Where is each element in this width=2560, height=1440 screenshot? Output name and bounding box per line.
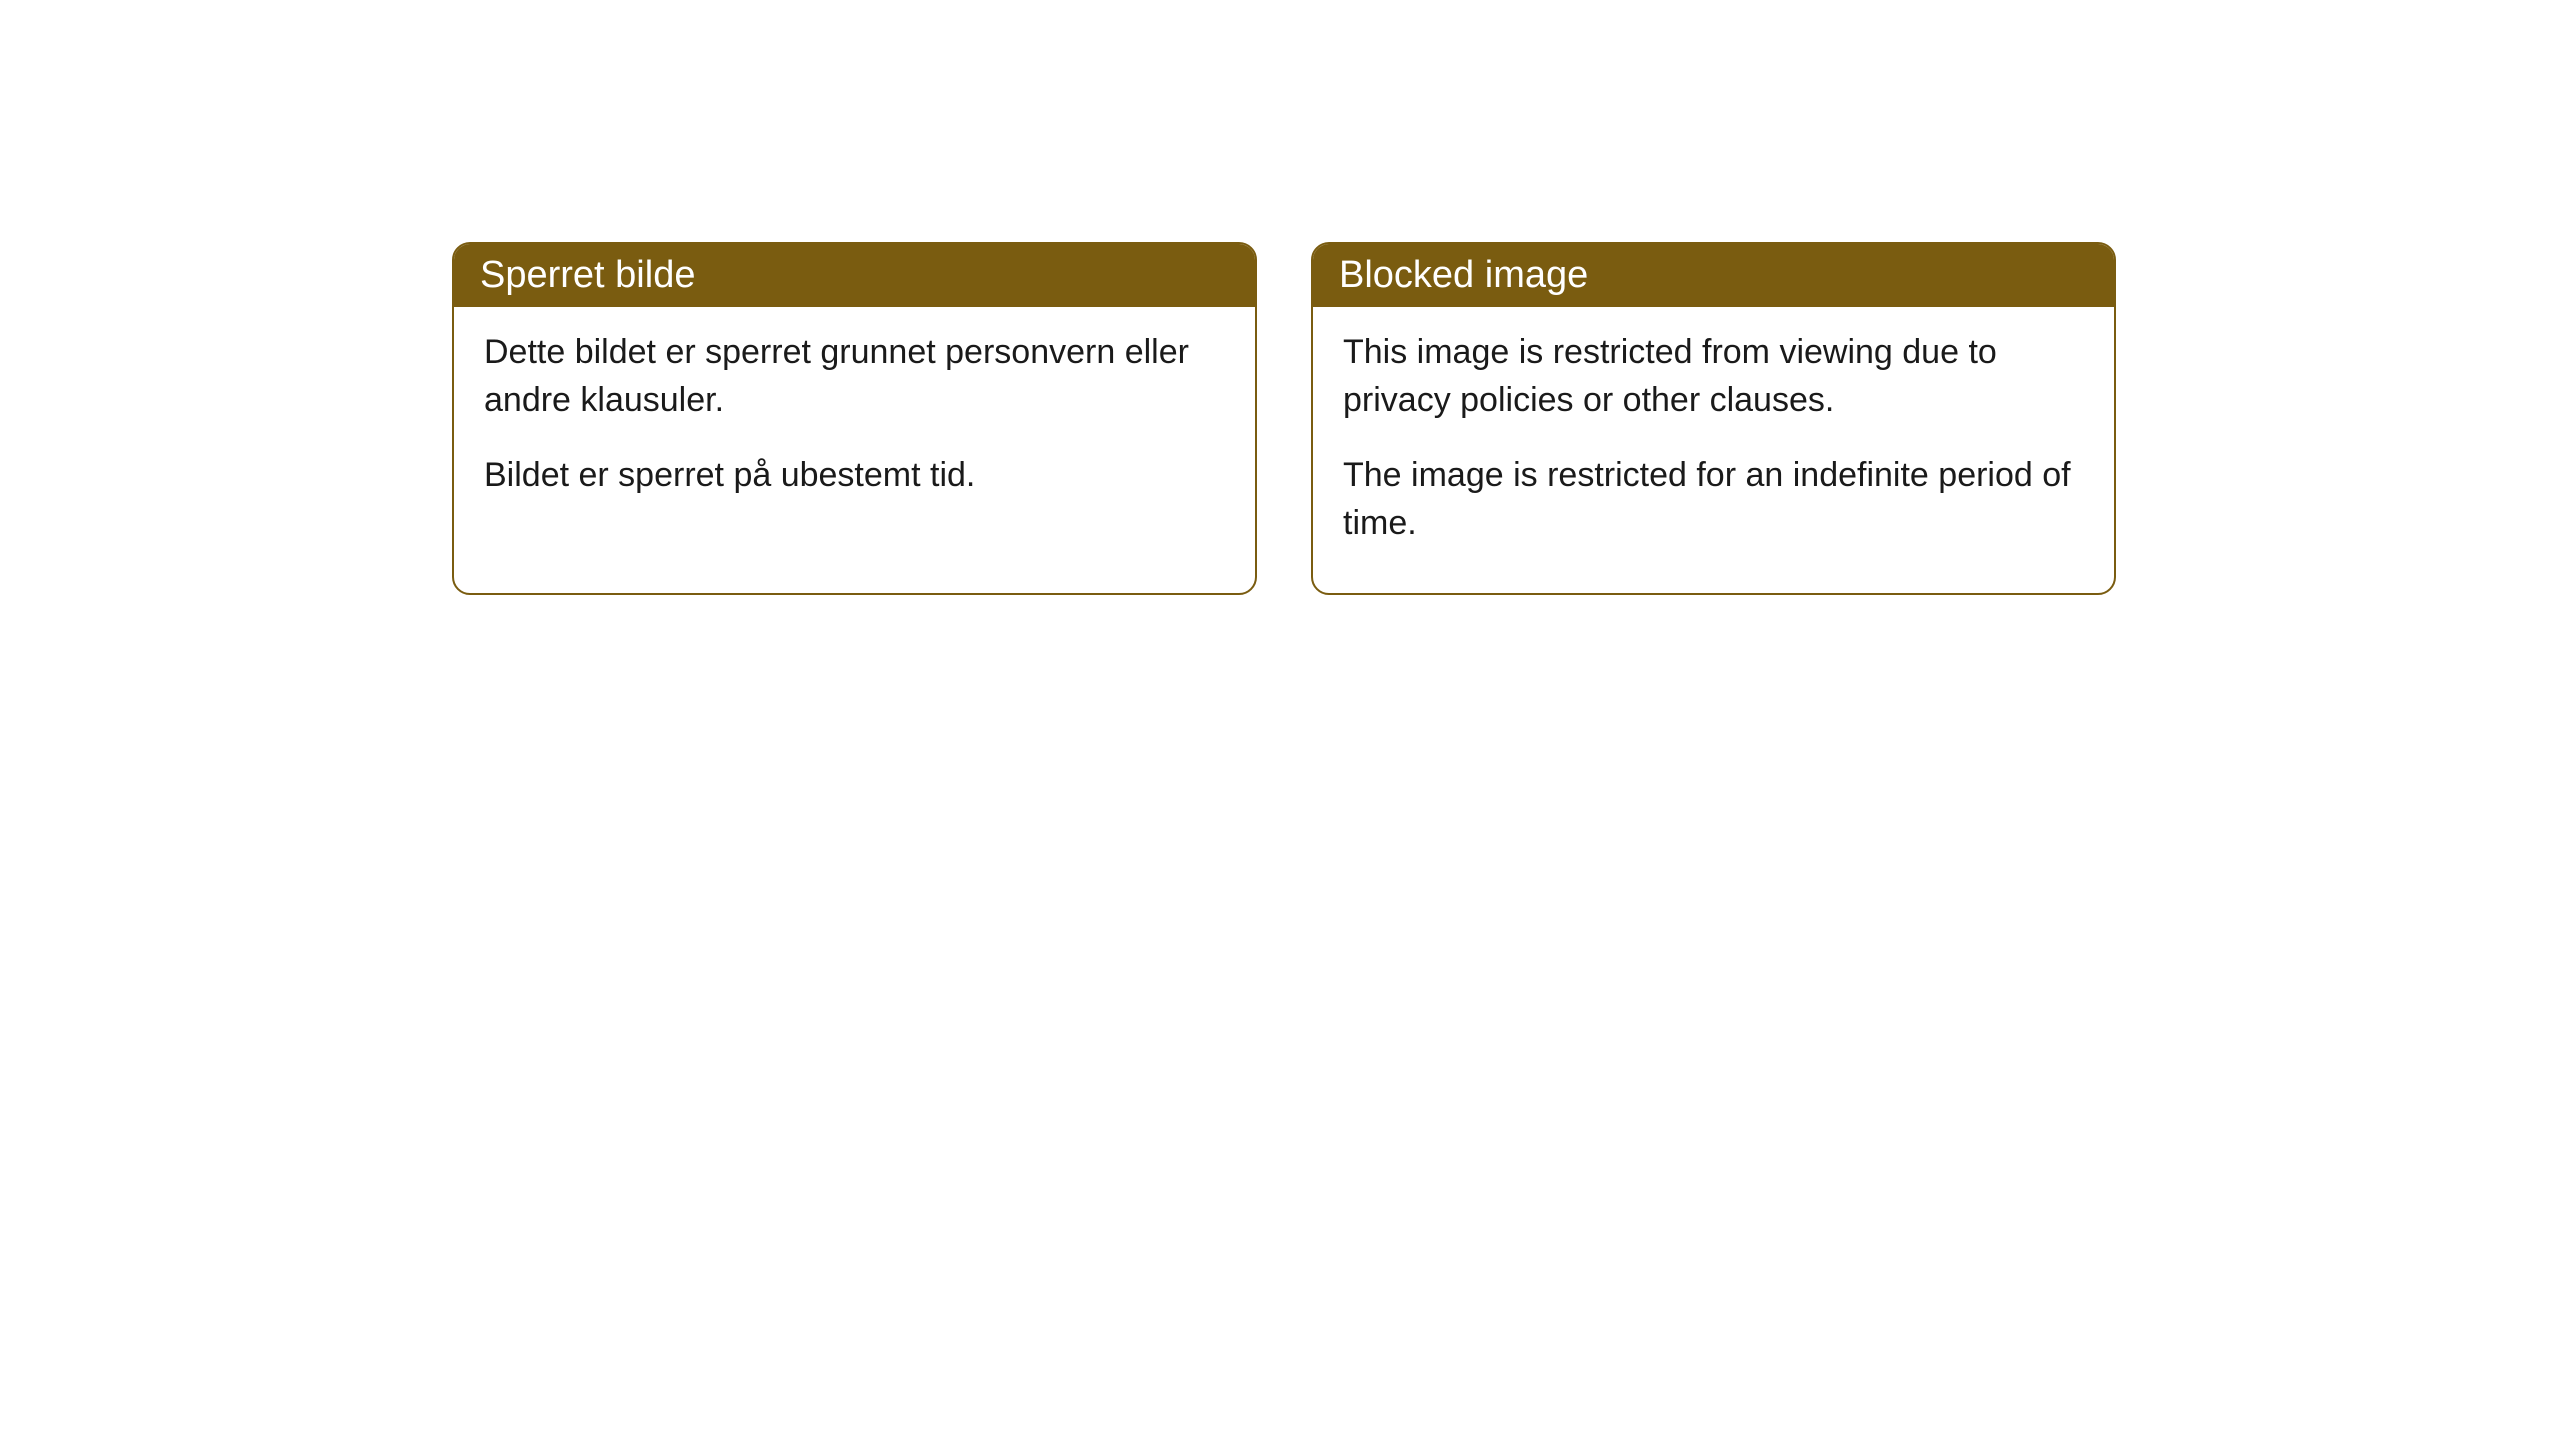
- card-paragraph: Bildet er sperret på ubestemt tid.: [484, 452, 1225, 500]
- card-paragraph: Dette bildet er sperret grunnet personve…: [484, 329, 1225, 424]
- card-body-en: This image is restricted from viewing du…: [1313, 307, 2114, 593]
- card-header-en: Blocked image: [1313, 244, 2114, 307]
- blocked-image-card-no: Sperret bilde Dette bildet er sperret gr…: [452, 242, 1257, 595]
- card-paragraph: This image is restricted from viewing du…: [1343, 329, 2084, 424]
- blocked-image-card-en: Blocked image This image is restricted f…: [1311, 242, 2116, 595]
- card-paragraph: The image is restricted for an indefinit…: [1343, 452, 2084, 547]
- card-header-no: Sperret bilde: [454, 244, 1255, 307]
- notice-cards-container: Sperret bilde Dette bildet er sperret gr…: [452, 242, 2116, 595]
- card-body-no: Dette bildet er sperret grunnet personve…: [454, 307, 1255, 546]
